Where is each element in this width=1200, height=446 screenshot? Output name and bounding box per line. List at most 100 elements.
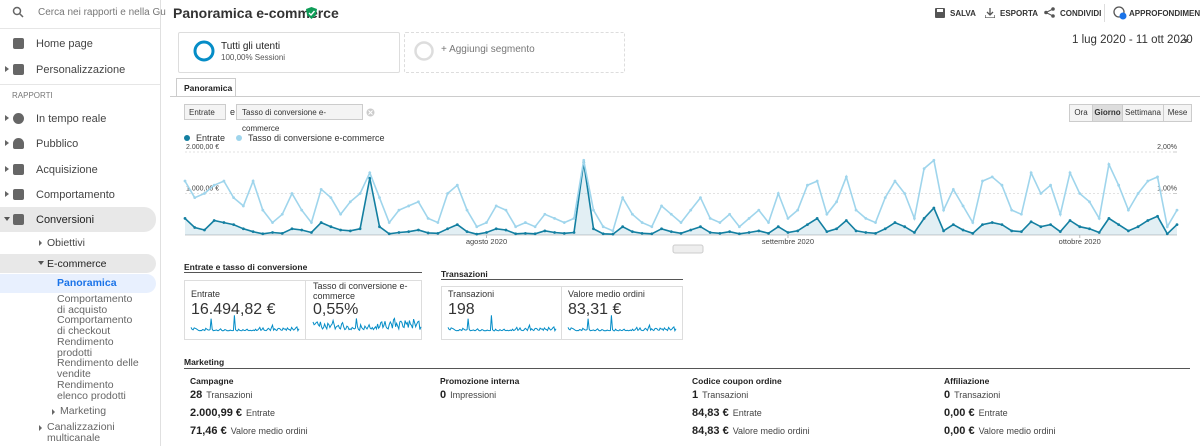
nav-item[interactable]: Personalizzazione (36, 64, 126, 76)
point (504, 228, 508, 232)
metric-select[interactable]: Tasso di conversione e-commerce (236, 104, 363, 133)
add-segment[interactable]: + Aggiungi segmento (441, 44, 535, 55)
tab[interactable] (176, 78, 236, 97)
active-highlight (0, 274, 156, 293)
sparklines (190, 315, 677, 333)
point (407, 204, 411, 208)
point (1097, 217, 1101, 220)
point (300, 208, 304, 212)
action-button[interactable]: APPROFONDIMENTI (1129, 9, 1200, 18)
nav-item[interactable]: Canalizzazioni multicanale (47, 421, 115, 444)
nav-item[interactable]: Home page (36, 38, 93, 50)
group-rule (441, 279, 683, 280)
nav-item[interactable]: Comportamento di checkout (57, 314, 133, 337)
point (922, 167, 926, 171)
segment-ring-empty (414, 41, 434, 61)
divider (561, 286, 562, 340)
point (660, 204, 663, 208)
point (883, 196, 887, 200)
point (319, 221, 323, 224)
point (1058, 212, 1062, 216)
section-label: RAPPORTI (12, 91, 53, 100)
granularity-button[interactable]: Mese (1163, 104, 1192, 122)
point (514, 225, 518, 229)
point (835, 227, 839, 231)
point (378, 225, 381, 229)
custom-icon (13, 64, 24, 75)
nav-item[interactable]: Rendimento prodotti (57, 336, 114, 359)
point (893, 221, 897, 224)
point (1039, 225, 1043, 229)
nav-item[interactable]: Acquisizione (36, 164, 98, 176)
point (689, 208, 693, 212)
point (767, 231, 770, 235)
nav-item[interactable]: E-commerce (47, 258, 107, 270)
point (553, 217, 556, 220)
row-value: 71,46 € (190, 425, 227, 437)
point (523, 221, 527, 224)
point (621, 196, 625, 200)
segment-name: Tutti gli utenti (221, 41, 281, 52)
point (660, 227, 663, 231)
point (261, 208, 265, 212)
point (601, 232, 605, 236)
nav-item[interactable]: Obiettivi (47, 237, 85, 249)
nav-item[interactable]: Rendimento elenco prodotti (57, 379, 126, 402)
point (232, 196, 236, 200)
point (504, 208, 508, 212)
point (387, 232, 391, 236)
granularity-button[interactable]: Ora (1069, 104, 1093, 122)
point (1078, 192, 1082, 195)
nav-highlight (0, 207, 156, 232)
nav-item[interactable]: Comportamento di acquisto (57, 293, 133, 316)
point (543, 212, 547, 216)
metric-row: 2.000,99 € Entrate (190, 407, 275, 419)
nav-item[interactable]: Marketing (60, 405, 107, 417)
point (1146, 179, 1150, 183)
acquisition-icon (13, 164, 24, 175)
nav-item[interactable]: Comportamento (36, 189, 115, 201)
point (572, 231, 576, 234)
point (232, 223, 236, 227)
metric-value: 16.494,82 € (191, 301, 276, 318)
point (1175, 223, 1179, 227)
search-input[interactable]: Cerca nei rapporti e nella Gu (38, 7, 166, 18)
column-title: Affiliazione (944, 376, 990, 386)
row-label: Transazioni (954, 390, 1001, 400)
nav-item[interactable]: Rendimento delle vendite (57, 357, 139, 380)
point (475, 232, 479, 236)
nav-item[interactable]: Conversioni (36, 214, 95, 226)
action-button[interactable]: SALVA (950, 9, 976, 18)
point (251, 230, 255, 234)
point (203, 192, 206, 195)
point (446, 227, 449, 231)
point (426, 217, 430, 220)
point (728, 230, 732, 234)
point (708, 217, 712, 220)
point (348, 229, 352, 233)
point (757, 208, 761, 212)
segment-detail: 100,00% Sessioni (221, 53, 286, 62)
tab-line (170, 96, 1200, 97)
action-button[interactable]: CONDIVIDI (1060, 9, 1102, 18)
sparkline (190, 315, 300, 333)
point (1029, 220, 1033, 224)
verified-icon (306, 7, 317, 19)
point (699, 196, 702, 200)
nav-item[interactable]: Panoramica (57, 277, 117, 289)
row-value: 2.000,99 € (190, 407, 242, 419)
point (271, 221, 274, 224)
add-segment-card[interactable] (404, 32, 625, 73)
point (1117, 223, 1121, 227)
action-button[interactable]: ESPORTA (1000, 9, 1039, 18)
nav-item[interactable]: Pubblico (36, 138, 79, 150)
point (533, 232, 537, 236)
metric-select[interactable]: Entrate (184, 104, 226, 120)
segment-card[interactable] (178, 32, 400, 73)
nav-item[interactable]: In tempo reale (36, 113, 107, 125)
point (329, 225, 333, 229)
date-range[interactable]: 1 lug 2020 - 11 ott 2020 (1072, 34, 1193, 46)
clear-icon[interactable] (366, 108, 375, 117)
point (407, 230, 411, 234)
point (241, 204, 245, 208)
